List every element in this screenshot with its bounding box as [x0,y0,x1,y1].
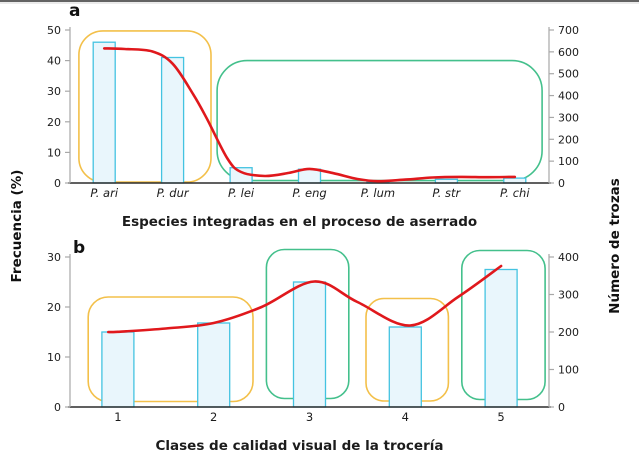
left-tick-label: 50 [47,24,61,37]
right-tick-label: 0 [558,401,565,414]
category-label: 2 [210,410,217,424]
panel-b-label: b [73,238,86,258]
panel-a-label: a [69,1,81,21]
category-label: 3 [306,410,313,424]
trend-line [107,264,503,334]
left-tick-label: 30 [47,251,61,264]
category-label: P. str [432,186,461,200]
left-tick-label: 20 [47,116,61,129]
category-label: P. ari [90,186,118,200]
highlight-box-yellow [87,296,254,403]
right-tick-label: 300 [558,289,579,302]
frequency-bar [101,331,135,408]
left-tick-label: 40 [47,55,61,68]
right-tick-label: 100 [558,155,579,168]
category-label: 1 [114,410,121,424]
highlight-box-yellow [78,30,212,183]
x-axis-title-b: Clases de calidad visual de la trocería [155,438,443,454]
right-tick-label: 200 [558,133,579,146]
right-tick-label: 300 [558,111,579,124]
right-tick-label: 200 [558,326,579,339]
category-label: 4 [402,410,409,424]
highlight-box-green [216,59,543,182]
right-tick-label: 700 [558,24,579,37]
left-tick-label: 30 [47,85,61,98]
category-label: P. lum [361,186,395,200]
category-label: P. eng [292,186,326,200]
frequency-bar [292,281,327,408]
right-tick-label: 500 [558,68,579,81]
right-tick-label: 600 [558,46,579,59]
x-axis-title-a: Especies integradas en el proceso de ase… [122,214,477,230]
frequency-bar [388,326,422,408]
frequency-bar [92,41,116,184]
category-label: 5 [497,410,504,424]
category-label: P. dur [157,186,190,200]
left-tick-label: 20 [47,301,61,314]
category-label: P. lei [228,186,255,200]
left-tick-label: 10 [47,146,61,159]
right-tick-label: 400 [558,251,579,264]
window-top-edge [0,0,639,4]
frequency-bar [160,56,185,184]
frequency-bar [297,168,322,184]
trend-line [102,47,517,183]
right-tick-label: 400 [558,90,579,103]
left-tick-label: 10 [47,351,61,364]
frequency-bar [197,322,231,408]
left-tick-label: 0 [54,401,61,414]
right-tick-label: 0 [558,177,565,190]
left-tick-label: 0 [54,177,61,190]
right-tick-label: 100 [558,364,579,377]
category-label: P. chi [500,186,530,200]
frequency-bar [484,268,518,408]
